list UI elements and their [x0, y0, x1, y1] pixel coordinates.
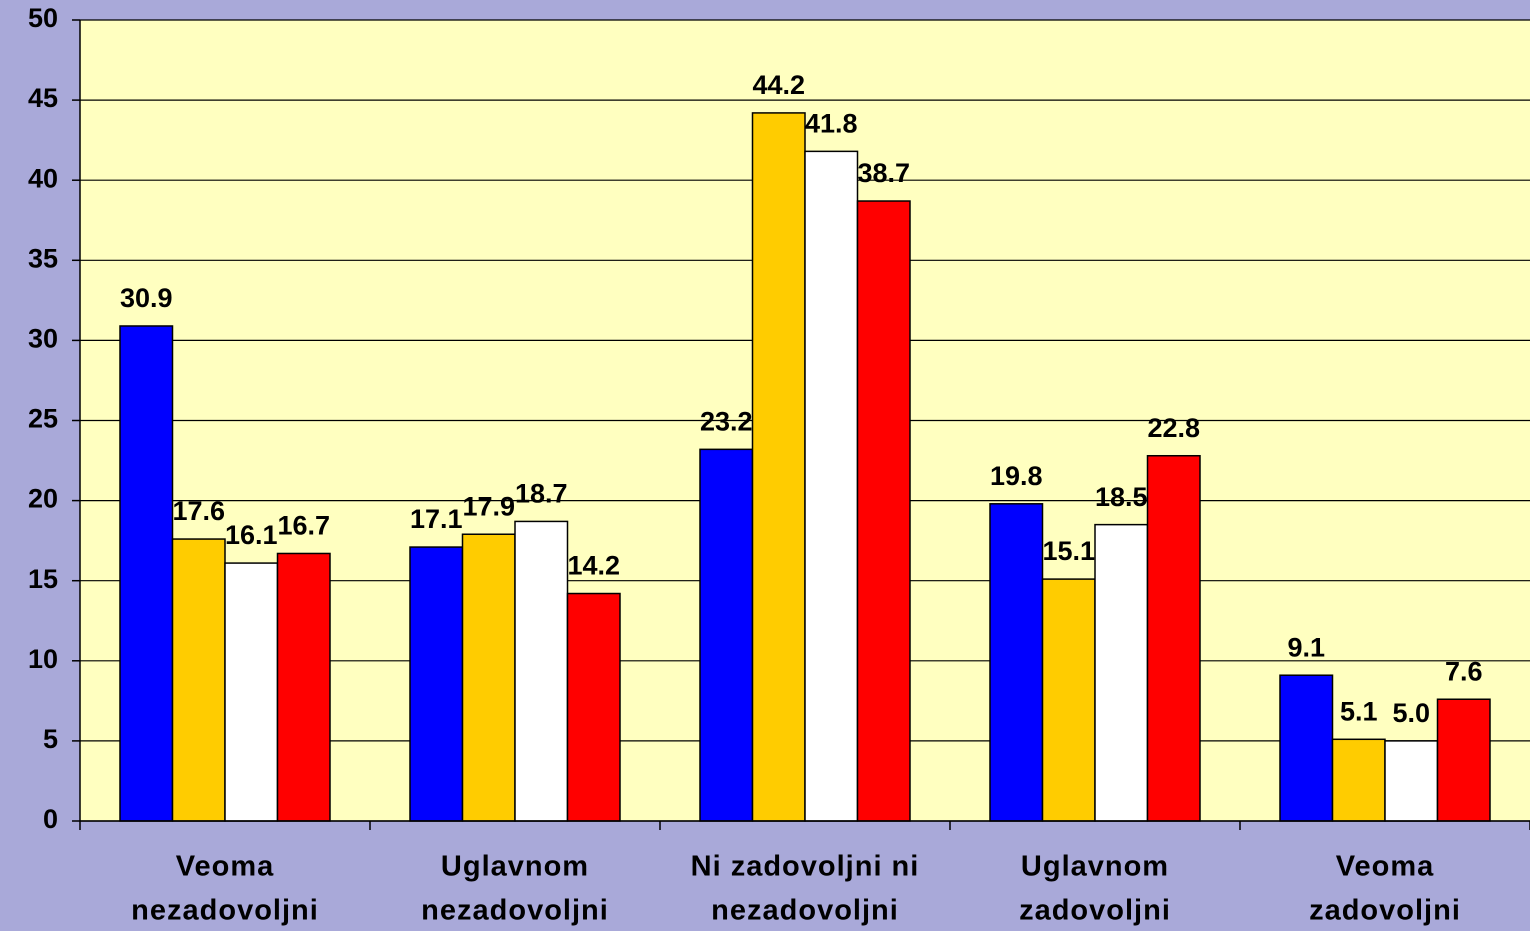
x-tick-label: Uglavnom: [441, 851, 589, 883]
y-tick-label: 30: [28, 324, 58, 354]
x-tick-label: Veoma: [176, 851, 275, 883]
y-tick-label: 35: [28, 243, 58, 273]
value-label: 41.8: [805, 108, 858, 138]
value-label: 17.6: [172, 496, 225, 526]
y-tick-label: 5: [43, 724, 58, 754]
bar: [566, 592, 621, 822]
bar: [1041, 578, 1096, 822]
value-label: 16.7: [277, 511, 330, 541]
value-label: 16.1: [225, 520, 278, 550]
y-tick-label: 10: [28, 644, 58, 674]
x-tick-label: nezadovoljni: [421, 895, 609, 927]
value-label: 30.9: [120, 283, 173, 313]
value-label: 15.1: [1042, 536, 1095, 566]
bar: [461, 533, 516, 822]
x-tick-label: zadovoljni: [1309, 895, 1461, 927]
y-tick-label: 45: [28, 83, 58, 113]
value-label: 5.0: [1392, 698, 1430, 728]
bar: [1331, 738, 1386, 822]
y-tick-label: 25: [28, 404, 58, 434]
value-label: 17.9: [462, 491, 515, 521]
value-label: 22.8: [1147, 413, 1200, 443]
y-tick-label: 15: [28, 564, 58, 594]
bar: [856, 200, 911, 822]
bar: [119, 325, 174, 822]
y-tick-label: 50: [28, 3, 58, 33]
value-label: 18.7: [515, 479, 568, 509]
bar: [1384, 740, 1439, 822]
value-label: 14.2: [567, 551, 620, 581]
bar: [409, 546, 464, 822]
value-label: 17.1: [410, 504, 463, 534]
bar: [1436, 698, 1491, 822]
value-label: 18.5: [1095, 482, 1148, 512]
value-label: 23.2: [700, 406, 753, 436]
bar: [751, 112, 806, 822]
x-tick-label: Uglavnom: [1021, 851, 1169, 883]
y-tick-label: 20: [28, 484, 58, 514]
bar: [699, 448, 754, 822]
bar: [514, 520, 569, 822]
x-tick-label: Ni zadovoljni ni: [691, 851, 920, 883]
bar: [804, 150, 859, 822]
bar: [1146, 454, 1201, 822]
value-label: 9.1: [1287, 632, 1325, 662]
y-tick-label: 0: [43, 804, 58, 834]
bar: [989, 503, 1044, 822]
bar: [171, 538, 226, 822]
x-tick-label: nezadovoljni: [711, 895, 899, 927]
value-label: 38.7: [857, 158, 910, 188]
x-tick-label: nezadovoljni: [131, 895, 319, 927]
value-label: 7.6: [1445, 656, 1483, 686]
value-label: 44.2: [752, 70, 805, 100]
bar: [276, 552, 331, 822]
value-label: 19.8: [990, 461, 1043, 491]
bar: [224, 562, 279, 822]
x-tick-label: Veoma: [1336, 851, 1435, 883]
value-label: 5.1: [1340, 696, 1378, 726]
y-tick-label: 40: [28, 163, 58, 193]
bar: [1279, 674, 1334, 822]
bar: [1094, 523, 1149, 822]
x-tick-label: zadovoljni: [1019, 895, 1171, 927]
